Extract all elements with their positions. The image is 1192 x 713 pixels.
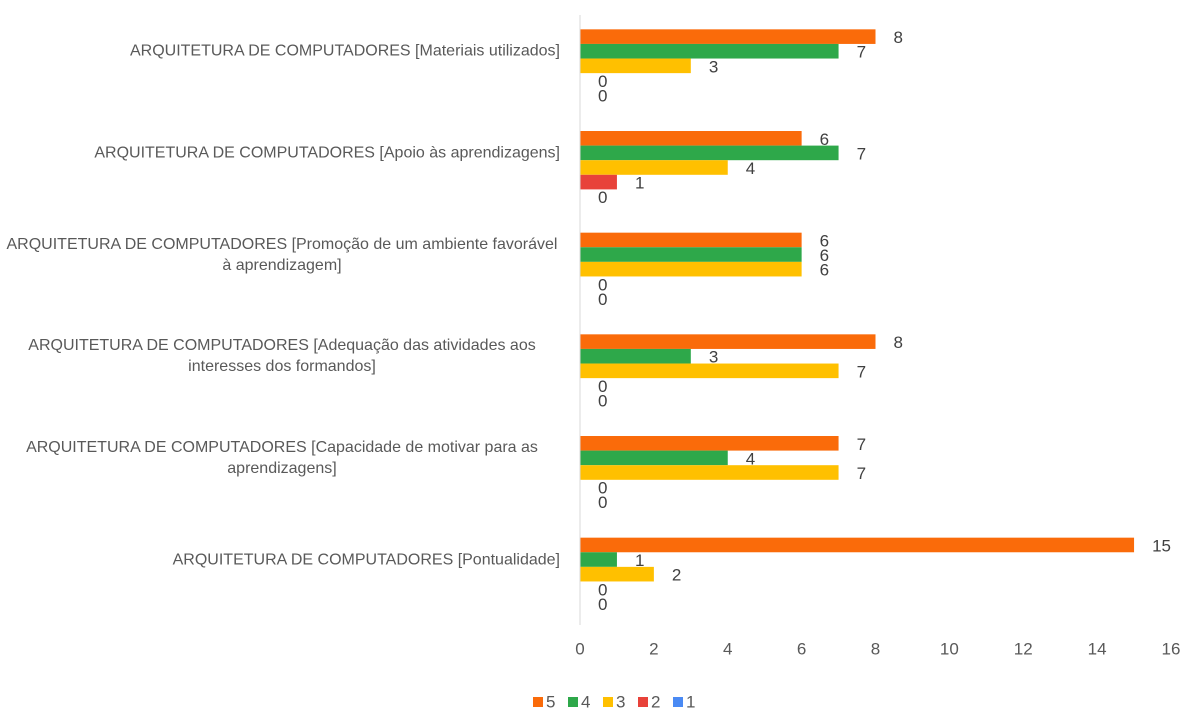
bar	[580, 334, 876, 349]
bar	[580, 131, 802, 146]
bar	[580, 58, 691, 74]
bar	[580, 566, 654, 582]
bar	[580, 450, 728, 466]
legend-label: 2	[651, 692, 660, 711]
x-tick-label: 4	[723, 639, 732, 658]
legend-swatch	[568, 697, 578, 707]
data-label: 0	[598, 377, 607, 396]
bar	[580, 537, 1135, 553]
bar	[580, 348, 691, 364]
legend-swatch	[638, 697, 648, 707]
data-label: 0	[598, 392, 607, 411]
x-tick-label: 8	[871, 639, 880, 658]
data-label: 7	[857, 435, 866, 454]
data-label: 0	[598, 275, 607, 294]
data-label: 0	[598, 580, 607, 599]
data-label: 8	[894, 333, 903, 352]
data-label: 4	[746, 449, 755, 468]
category-label: ARQUITETURA DE COMPUTADORES [Materiais u…	[129, 42, 560, 60]
legend-label: 3	[616, 692, 625, 711]
legend-label: 1	[686, 692, 695, 711]
data-label: 0	[598, 290, 607, 309]
bar	[580, 174, 617, 190]
category-label: ARQUITETURA DE COMPUTADORES [Adequação d…	[28, 337, 536, 376]
bar	[580, 552, 617, 567]
data-label: 0	[598, 493, 607, 512]
x-tick-label: 12	[1014, 639, 1033, 658]
category-label: ARQUITETURA DE COMPUTADORES [Capacidade …	[26, 439, 538, 477]
x-tick-label: 2	[649, 639, 658, 658]
legend-swatch	[673, 697, 683, 707]
data-label: 0	[598, 595, 607, 614]
bar	[580, 160, 728, 175]
bar	[580, 232, 802, 248]
data-label: 2	[672, 566, 681, 585]
data-label: 1	[635, 551, 644, 570]
bar	[580, 261, 802, 277]
data-label: 6	[820, 130, 829, 149]
data-label: 1	[635, 174, 644, 193]
data-label: 6	[820, 231, 829, 250]
legend-swatch	[603, 697, 613, 707]
data-label: 6	[820, 261, 829, 280]
x-tick-label: 10	[940, 639, 959, 658]
legend-label: 4	[581, 692, 590, 711]
bar	[580, 43, 839, 59]
data-label: 7	[857, 362, 866, 381]
bar	[580, 145, 839, 161]
data-label: 0	[598, 479, 607, 498]
data-label: 0	[598, 87, 607, 106]
legend-label: 5	[546, 692, 555, 711]
data-label: 0	[598, 72, 607, 91]
category-label: ARQUITETURA DE COMPUTADORES [Pontualidad…	[172, 551, 560, 569]
bar	[580, 363, 839, 379]
data-label: 6	[820, 246, 829, 265]
data-label: 15	[1152, 536, 1171, 555]
x-tick-label: 6	[797, 639, 806, 658]
data-label: 0	[598, 188, 607, 207]
x-tick-label: 14	[1088, 639, 1107, 658]
legend-swatch	[533, 697, 543, 707]
bar	[580, 465, 839, 480]
data-label: 8	[894, 28, 903, 47]
category-label: ARQUITETURA DE COMPUTADORES [Apoio às ap…	[94, 144, 560, 162]
x-tick-label: 0	[575, 639, 584, 658]
data-label: 3	[709, 57, 718, 76]
data-label: 4	[746, 159, 755, 178]
data-label: 7	[857, 464, 866, 483]
bar	[580, 247, 802, 262]
data-label: 3	[709, 348, 718, 367]
data-label: 7	[857, 144, 866, 163]
data-label: 7	[857, 43, 866, 62]
x-tick-label: 16	[1162, 639, 1181, 658]
bar	[580, 29, 876, 44]
category-label: ARQUITETURA DE COMPUTADORES [Promoção de…	[6, 235, 558, 274]
bar	[580, 436, 839, 451]
